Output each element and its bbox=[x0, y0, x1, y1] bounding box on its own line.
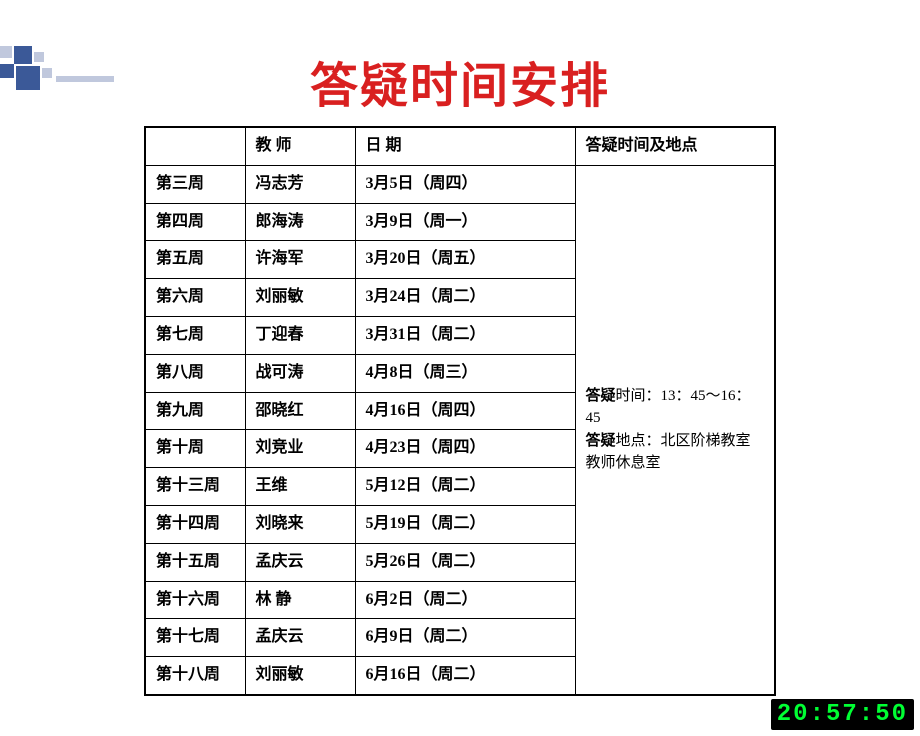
cell-week: 第十周 bbox=[145, 430, 245, 468]
cell-date: 3月24日（周二） bbox=[355, 279, 575, 317]
cell-week: 第十五周 bbox=[145, 543, 245, 581]
cell-teacher: 刘晓来 bbox=[245, 505, 355, 543]
cell-week: 第九周 bbox=[145, 392, 245, 430]
cell-week: 第十七周 bbox=[145, 619, 245, 657]
cell-week: 第十八周 bbox=[145, 657, 245, 695]
cell-date: 3月31日（周二） bbox=[355, 316, 575, 354]
cell-date: 4月23日（周四） bbox=[355, 430, 575, 468]
header-date: 日 期 bbox=[355, 127, 575, 165]
cell-week: 第四周 bbox=[145, 203, 245, 241]
cell-teacher: 冯志芳 bbox=[245, 165, 355, 203]
cell-date: 5月12日（周二） bbox=[355, 468, 575, 506]
cell-date: 5月19日（周二） bbox=[355, 505, 575, 543]
cell-week: 第八周 bbox=[145, 354, 245, 392]
cell-week: 第六周 bbox=[145, 279, 245, 317]
cell-teacher: 邵晓红 bbox=[245, 392, 355, 430]
table-row: 第三周冯志芳3月5日（周四）答疑时间：13：45～16：45答疑地点：北区阶梯教… bbox=[145, 165, 775, 203]
cell-week: 第五周 bbox=[145, 241, 245, 279]
cell-info: 答疑时间：13：45～16：45答疑地点：北区阶梯教室教师休息室 bbox=[575, 165, 775, 695]
corner-decoration bbox=[0, 46, 140, 96]
cell-week: 第七周 bbox=[145, 316, 245, 354]
cell-teacher: 许海军 bbox=[245, 241, 355, 279]
cell-teacher: 刘竞业 bbox=[245, 430, 355, 468]
cell-date: 6月16日（周二） bbox=[355, 657, 575, 695]
cell-teacher: 刘丽敏 bbox=[245, 279, 355, 317]
cell-teacher: 刘丽敏 bbox=[245, 657, 355, 695]
cell-teacher: 林 静 bbox=[245, 581, 355, 619]
header-teacher: 教 师 bbox=[245, 127, 355, 165]
header-info: 答疑时间及地点 bbox=[575, 127, 775, 165]
cell-teacher: 王维 bbox=[245, 468, 355, 506]
cell-week: 第十六周 bbox=[145, 581, 245, 619]
header-week bbox=[145, 127, 245, 165]
cell-teacher: 郎海涛 bbox=[245, 203, 355, 241]
cell-week: 第十四周 bbox=[145, 505, 245, 543]
cell-teacher: 战可涛 bbox=[245, 354, 355, 392]
cell-week: 第三周 bbox=[145, 165, 245, 203]
cell-teacher: 丁迎春 bbox=[245, 316, 355, 354]
cell-date: 3月5日（周四） bbox=[355, 165, 575, 203]
schedule-table: 教 师 日 期 答疑时间及地点 第三周冯志芳3月5日（周四）答疑时间：13：45… bbox=[144, 126, 776, 696]
cell-date: 4月8日（周三） bbox=[355, 354, 575, 392]
table-header-row: 教 师 日 期 答疑时间及地点 bbox=[145, 127, 775, 165]
cell-date: 6月2日（周二） bbox=[355, 581, 575, 619]
cell-date: 3月20日（周五） bbox=[355, 241, 575, 279]
cell-week: 第十三周 bbox=[145, 468, 245, 506]
cell-date: 3月9日（周一） bbox=[355, 203, 575, 241]
cell-teacher: 孟庆云 bbox=[245, 619, 355, 657]
cell-date: 6月9日（周二） bbox=[355, 619, 575, 657]
cell-teacher: 孟庆云 bbox=[245, 543, 355, 581]
clock-display: 20:57:50 bbox=[771, 699, 914, 730]
cell-date: 5月26日（周二） bbox=[355, 543, 575, 581]
cell-date: 4月16日（周四） bbox=[355, 392, 575, 430]
